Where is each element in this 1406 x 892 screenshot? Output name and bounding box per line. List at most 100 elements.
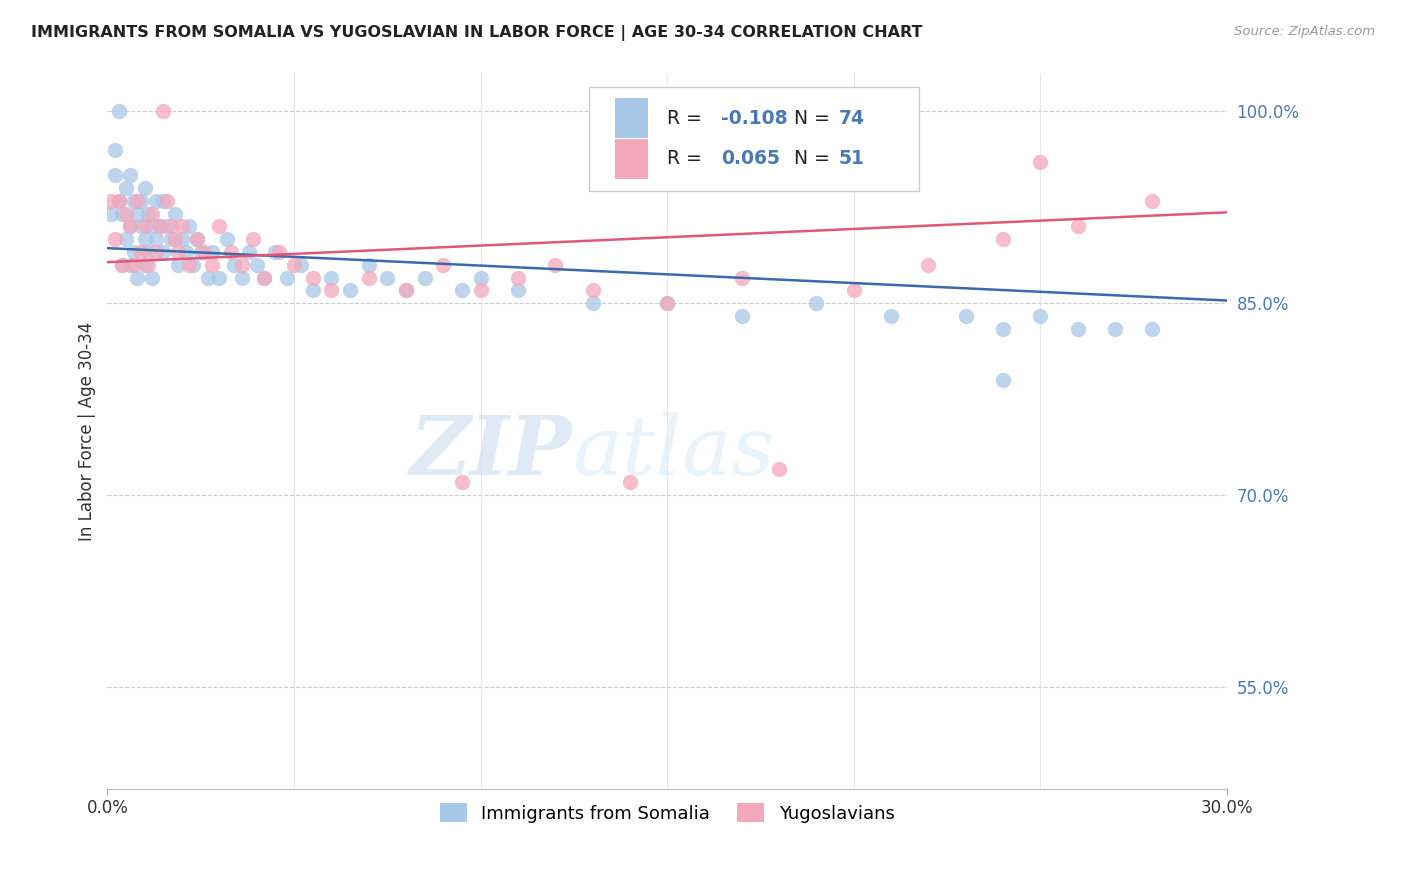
Point — [242, 232, 264, 246]
Point — [141, 270, 163, 285]
Point — [581, 296, 603, 310]
Point — [134, 232, 156, 246]
Point — [170, 232, 193, 246]
Point — [127, 194, 149, 208]
Point — [190, 244, 212, 259]
Point — [357, 270, 380, 285]
Point — [731, 270, 754, 285]
Point — [231, 270, 253, 285]
Point — [107, 194, 129, 208]
Point — [149, 219, 172, 234]
Point — [413, 270, 436, 285]
Point — [122, 194, 145, 208]
Point — [118, 258, 141, 272]
Point — [276, 270, 298, 285]
Point — [107, 194, 129, 208]
Text: 74: 74 — [838, 109, 865, 128]
Point — [806, 296, 828, 310]
FancyBboxPatch shape — [614, 139, 648, 178]
Point — [224, 258, 246, 272]
Point — [152, 104, 174, 119]
Point — [104, 168, 127, 182]
Point — [197, 270, 219, 285]
Point — [290, 258, 312, 272]
Point — [163, 206, 186, 220]
Point — [104, 143, 127, 157]
Point — [100, 206, 122, 220]
Point — [152, 194, 174, 208]
Text: IMMIGRANTS FROM SOMALIA VS YUGOSLAVIAN IN LABOR FORCE | AGE 30-34 CORRELATION CH: IMMIGRANTS FROM SOMALIA VS YUGOSLAVIAN I… — [31, 25, 922, 41]
Point — [655, 296, 678, 310]
Point — [451, 283, 474, 297]
Point — [159, 232, 181, 246]
Point — [141, 206, 163, 220]
Point — [193, 244, 215, 259]
Point — [208, 219, 231, 234]
Text: 0.065: 0.065 — [721, 149, 780, 169]
Point — [118, 168, 141, 182]
Point — [301, 283, 323, 297]
Point — [167, 258, 190, 272]
Point — [581, 283, 603, 297]
Point — [159, 219, 181, 234]
Point — [375, 270, 398, 285]
Text: Source: ZipAtlas.com: Source: ZipAtlas.com — [1234, 25, 1375, 38]
Point — [201, 244, 224, 259]
Text: 51: 51 — [838, 149, 865, 169]
Point — [138, 258, 160, 272]
Point — [1066, 321, 1088, 335]
Point — [1029, 309, 1052, 323]
Text: N =: N = — [783, 149, 837, 169]
Text: N =: N = — [783, 109, 837, 128]
Legend: Immigrants from Somalia, Yugoslavians: Immigrants from Somalia, Yugoslavians — [433, 797, 901, 830]
Point — [104, 232, 127, 246]
Point — [283, 258, 305, 272]
Text: atlas: atlas — [572, 412, 775, 492]
Text: ZIP: ZIP — [409, 412, 572, 492]
Point — [156, 194, 179, 208]
Point — [470, 283, 492, 297]
Point — [357, 258, 380, 272]
Point — [129, 219, 152, 234]
Point — [731, 309, 754, 323]
Point — [145, 194, 167, 208]
Point — [231, 258, 253, 272]
Point — [141, 219, 163, 234]
Point — [1142, 194, 1164, 208]
Point — [118, 219, 141, 234]
Text: R =: R = — [666, 149, 709, 169]
Point — [470, 270, 492, 285]
Point — [115, 181, 138, 195]
Point — [138, 244, 160, 259]
Point — [1142, 321, 1164, 335]
Point — [301, 270, 323, 285]
Point — [655, 296, 678, 310]
Point — [253, 270, 276, 285]
Point — [238, 244, 260, 259]
Point — [267, 244, 290, 259]
Point — [134, 181, 156, 195]
Point — [432, 258, 454, 272]
FancyBboxPatch shape — [614, 98, 648, 137]
Point — [880, 309, 903, 323]
Point — [253, 270, 276, 285]
Point — [118, 219, 141, 234]
Point — [134, 258, 156, 272]
Point — [179, 219, 201, 234]
Point — [201, 258, 224, 272]
Point — [149, 219, 172, 234]
Point — [122, 258, 145, 272]
Point — [451, 475, 474, 489]
Point — [179, 258, 201, 272]
Point — [619, 475, 641, 489]
Point — [122, 244, 145, 259]
Point — [991, 232, 1014, 246]
Text: R =: R = — [666, 109, 709, 128]
Point — [321, 270, 343, 285]
Point — [186, 232, 208, 246]
Point — [842, 283, 865, 297]
Point — [395, 283, 418, 297]
Point — [163, 232, 186, 246]
Point — [170, 219, 193, 234]
Point — [138, 206, 160, 220]
